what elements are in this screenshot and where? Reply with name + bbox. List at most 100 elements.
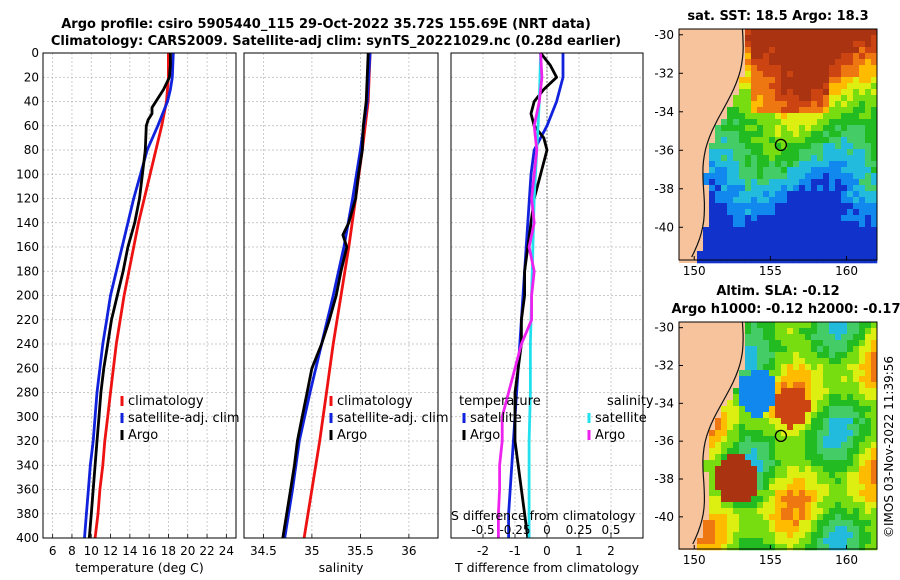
land-cell <box>697 227 703 233</box>
data-cell <box>805 131 812 138</box>
data-cell <box>745 472 752 479</box>
data-cell <box>739 418 746 425</box>
data-cell <box>715 221 722 228</box>
data-cell <box>769 526 776 533</box>
data-cell <box>853 448 860 455</box>
data-cell <box>739 101 746 108</box>
data-cell <box>739 532 746 539</box>
data-cell <box>739 496 746 503</box>
data-cell <box>811 215 818 222</box>
data-cell <box>841 382 848 389</box>
land-cell <box>697 412 703 418</box>
data-cell <box>745 191 752 198</box>
land-cell <box>709 77 715 83</box>
data-cell <box>739 155 746 162</box>
data-cell <box>793 197 800 204</box>
land-cell <box>709 424 715 430</box>
data-cell <box>775 496 782 503</box>
data-cell <box>781 394 788 401</box>
data-cell <box>823 71 830 78</box>
data-cell <box>853 251 860 258</box>
data-cell <box>715 197 722 204</box>
data-cell <box>727 173 734 180</box>
y-tick-label: 100 <box>16 167 39 181</box>
land-cell <box>697 364 703 370</box>
data-cell <box>769 143 776 150</box>
data-cell <box>853 239 860 246</box>
land-cell <box>733 71 739 77</box>
land-cell <box>721 388 727 394</box>
land-cell <box>721 71 727 77</box>
land-cell <box>679 418 685 424</box>
map-title: Altim. SLA: -0.12 <box>716 284 839 299</box>
data-cell <box>859 520 866 527</box>
data-cell <box>787 514 794 521</box>
data-cell <box>859 233 866 240</box>
data-cell <box>739 173 746 180</box>
data-cell <box>859 514 866 521</box>
data-cell <box>793 382 800 389</box>
data-cell <box>811 245 818 252</box>
data-cell <box>853 161 860 168</box>
data-cell <box>739 239 746 246</box>
data-cell <box>829 185 836 192</box>
land-cell <box>691 131 697 137</box>
data-cell <box>745 65 752 72</box>
data-cell <box>823 346 830 353</box>
data-cell <box>811 71 818 78</box>
data-cell <box>763 322 770 329</box>
data-cell <box>847 388 854 395</box>
legend-label: Argo <box>470 428 500 443</box>
data-cell <box>853 430 860 437</box>
data-cell <box>757 209 764 216</box>
data-cell <box>757 400 764 407</box>
land-cell <box>703 167 709 173</box>
data-cell <box>787 358 794 365</box>
data-cell <box>817 71 824 78</box>
data-cell <box>859 490 866 497</box>
data-cell <box>745 71 752 78</box>
land-cell <box>733 376 739 382</box>
data-cell <box>865 47 872 54</box>
data-cell <box>871 185 878 192</box>
data-cell <box>781 442 788 449</box>
data-cell <box>871 406 878 413</box>
data-cell <box>727 125 734 132</box>
data-cell <box>871 478 878 485</box>
data-cell <box>853 221 860 228</box>
data-cell <box>727 221 734 228</box>
data-cell <box>793 334 800 341</box>
land-cell <box>679 137 685 143</box>
data-cell <box>787 41 794 48</box>
data-cell <box>853 478 860 485</box>
data-cell <box>781 328 788 335</box>
land-cell <box>703 418 709 424</box>
land-cell <box>685 173 691 179</box>
x-tick-label: 18 <box>161 544 176 558</box>
data-cell <box>859 107 866 114</box>
data-cell <box>799 119 806 126</box>
data-cell <box>823 65 830 72</box>
data-cell <box>721 544 728 551</box>
land-cell <box>721 89 727 95</box>
data-cell <box>871 418 878 425</box>
data-cell <box>715 442 722 449</box>
x-tick-label: 155 <box>759 553 782 567</box>
data-cell <box>871 53 878 60</box>
land-cell <box>685 412 691 418</box>
data-cell <box>823 418 830 425</box>
data-cell <box>757 119 764 126</box>
data-cell <box>715 245 722 252</box>
land-cell <box>685 155 691 161</box>
land-cell <box>691 406 697 412</box>
land-cell <box>697 197 703 203</box>
data-cell <box>829 460 836 467</box>
data-cell <box>757 197 764 204</box>
data-cell <box>829 454 836 461</box>
land-cell <box>691 400 697 406</box>
data-cell <box>751 478 758 485</box>
data-cell <box>865 406 872 413</box>
land-cell <box>727 59 733 65</box>
data-cell <box>781 322 788 329</box>
land-cell <box>679 544 685 550</box>
